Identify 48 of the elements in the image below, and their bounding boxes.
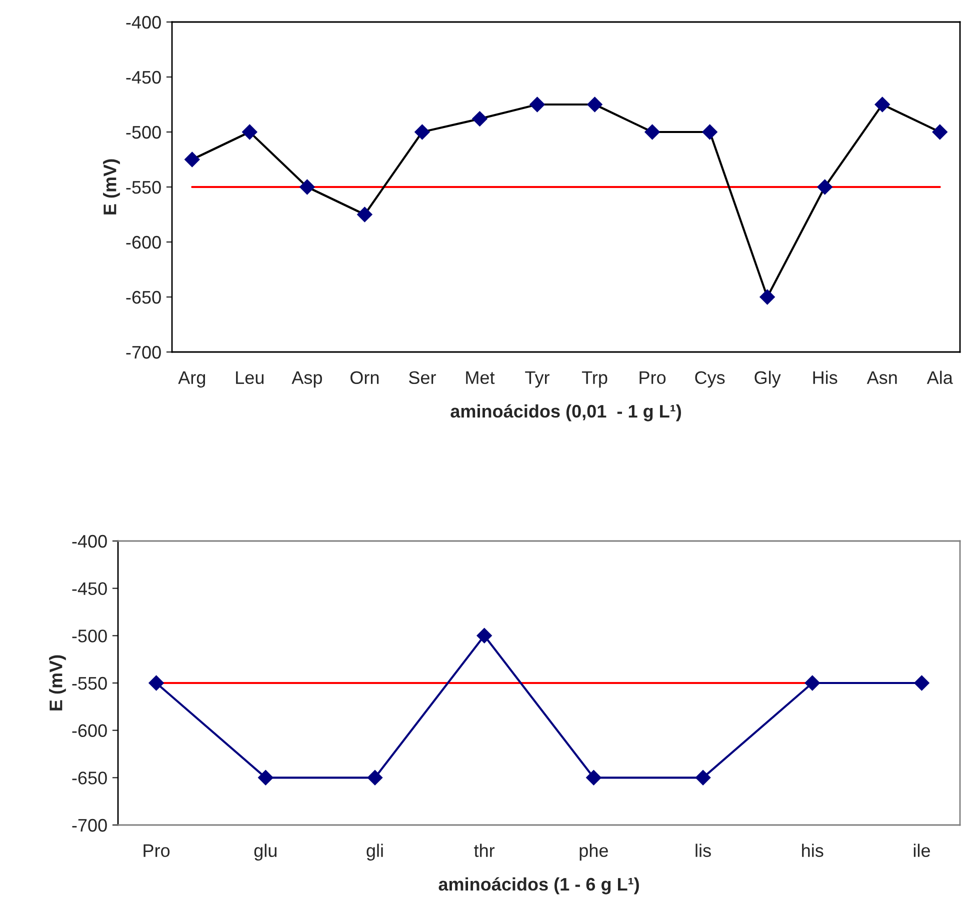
y-tick-label: -650 [72, 772, 107, 784]
y-tick-label: -700 [126, 346, 161, 359]
x-tick-label: Leu [236, 371, 264, 384]
point [258, 770, 274, 786]
x-tick-label: glu [254, 844, 276, 861]
x-tick-label: Asp [292, 371, 322, 388]
x-tick-label: Asn [866, 371, 897, 384]
x-tick-label: Ser [408, 371, 436, 384]
x-tick-label: gli [366, 844, 383, 861]
y-axis-title: E (mV) [49, 655, 66, 710]
x-axis-title: aminoácidos (1 - 6 g L¹) [438, 877, 639, 894]
x-axis-title: aminoácidos (0,01 - 1 g L¹) [450, 404, 681, 422]
x-tick-label: Trp [582, 371, 608, 388]
y-tick-label: -550 [126, 180, 161, 194]
y-tick-label: -400 [126, 16, 161, 29]
x-tick-label: phe [580, 844, 608, 861]
point [914, 675, 930, 691]
point [804, 675, 820, 691]
x-tick-label: his [802, 844, 824, 858]
y-tick-label: -600 [126, 236, 161, 249]
x-tick-label: Ala [926, 370, 953, 384]
x-tick-label: lis [696, 844, 711, 858]
y-tick-label: -400 [72, 534, 107, 548]
y-tick-label: -550 [72, 676, 107, 690]
point [476, 628, 492, 644]
x-tick-label: Cys [695, 371, 725, 388]
y-tick-label: -600 [72, 724, 107, 738]
x-tick-label: thr [474, 844, 495, 857]
x-tick-label: Pro [640, 371, 666, 384]
x-tick-label: Tyr [525, 371, 550, 388]
x-tick-label: Arg [178, 371, 206, 388]
x-tick-label: His [813, 370, 838, 384]
y-tick-label: -700 [72, 818, 107, 832]
x-tick-label: Pro [144, 844, 170, 858]
x-tick-label: Met [466, 371, 495, 384]
y-tick-label: -450 [126, 70, 161, 84]
y-tick-label: -500 [126, 126, 161, 139]
y-tick-label: -450 [72, 582, 107, 596]
y-tick-label: -500 [72, 630, 107, 642]
x-tick-label: ile [914, 844, 930, 858]
x-tick-label: Orn [350, 371, 379, 384]
x-tick-label: Gly [754, 370, 781, 388]
point [148, 675, 164, 691]
y-axis-title: E (mV) [103, 159, 120, 214]
y-tick-label: -650 [126, 290, 161, 304]
point [586, 770, 602, 786]
point [367, 770, 383, 786]
point [695, 770, 711, 786]
